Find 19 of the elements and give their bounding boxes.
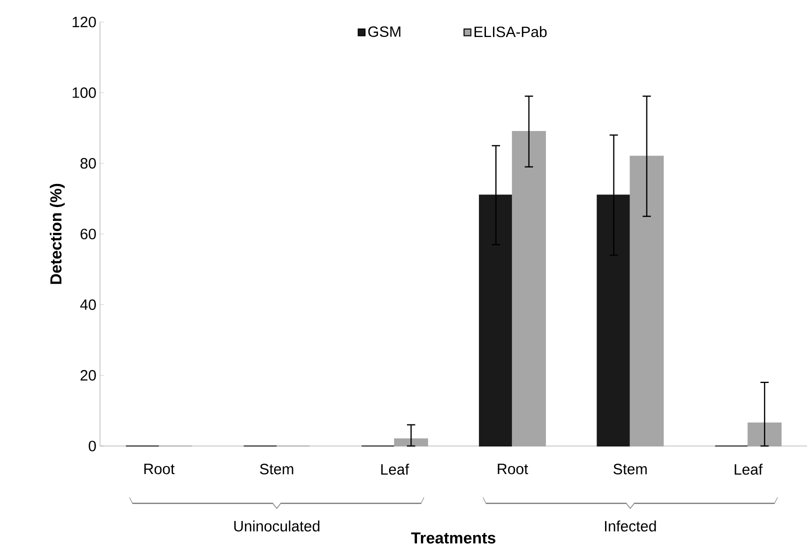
y-tick-label: 0 bbox=[88, 440, 96, 452]
x-tick-label: Root bbox=[144, 464, 175, 474]
y-axis-title: Detection (%) bbox=[50, 184, 65, 284]
x-tick-label: Stem bbox=[260, 464, 294, 474]
legend-label: ELISA-Pab bbox=[474, 26, 547, 38]
y-tick-label: 40 bbox=[80, 299, 96, 310]
legend-label: GSM bbox=[368, 26, 400, 37]
x-tick-label: Leaf bbox=[734, 464, 763, 475]
y-tick-label: 120 bbox=[72, 16, 96, 28]
y-tick-label: 100 bbox=[72, 87, 96, 98]
y-tick-label: 60 bbox=[80, 228, 96, 240]
y-tick-label: 20 bbox=[80, 370, 96, 381]
x-axis-title: Treatments bbox=[411, 532, 496, 544]
x-tick-label: Stem bbox=[613, 464, 647, 474]
text: Uninoculated bbox=[234, 520, 320, 532]
x-tick-label: Leaf bbox=[381, 464, 410, 475]
x-tick-label: Root bbox=[498, 464, 528, 474]
text: Infected bbox=[605, 520, 656, 532]
y-tick-label: 80 bbox=[80, 158, 96, 169]
